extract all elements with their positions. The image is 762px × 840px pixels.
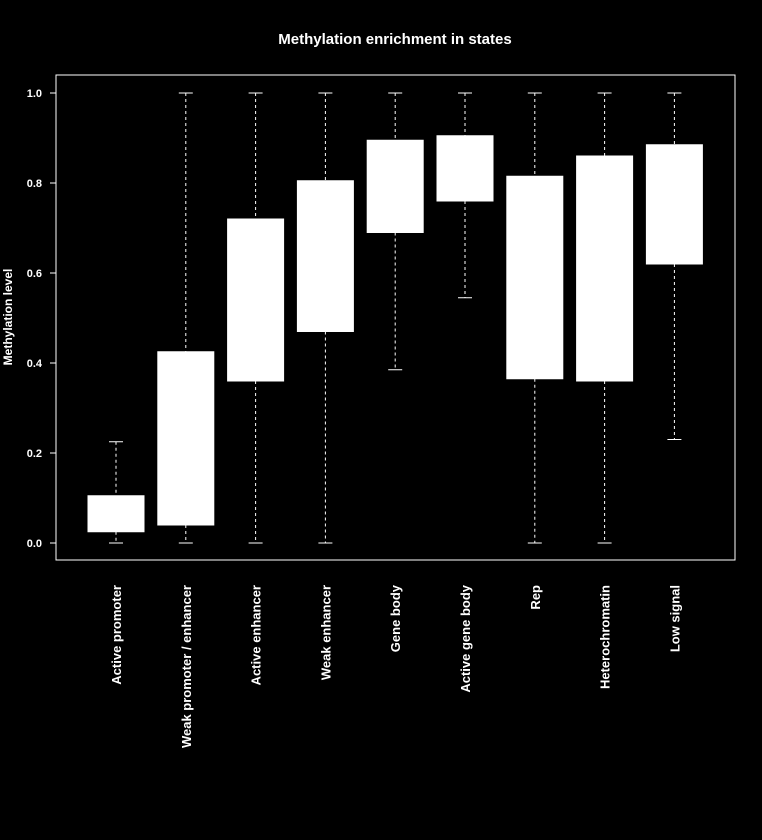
x-category-label-5: Active gene body <box>458 584 473 692</box>
y-tick-label-3: 0.6 <box>27 268 42 280</box>
x-category-label-4: Gene body <box>388 584 403 652</box>
y-axis: 0.0 0.2 0.4 0.6 0.8 1.0 <box>27 88 56 550</box>
plot-frame <box>55 74 736 561</box>
y-tick-label-4: 0.8 <box>27 178 42 190</box>
x-category-label-7: Heterochromatin <box>598 585 613 689</box>
x-category-label-2: Active enhancer <box>249 585 264 685</box>
y-tick-label-5: 1.0 <box>27 88 42 100</box>
x-category-label-6: Rep <box>528 585 543 610</box>
box-6 <box>506 175 564 380</box>
y-tick-label-1: 0.2 <box>27 448 42 460</box>
y-axis-label: Methylation level <box>1 269 15 366</box>
box-8 <box>645 144 703 265</box>
box-4 <box>366 139 424 233</box>
box-1 <box>157 351 215 526</box>
box-7 <box>576 155 634 382</box>
x-category-label-1: Weak promoter / enhancer <box>179 585 194 748</box>
y-tick-label-0: 0.0 <box>27 538 42 550</box>
box-5 <box>436 135 494 202</box>
x-category-label-8: Low signal <box>667 585 682 652</box>
x-category-label-0: Active promoter <box>109 585 124 685</box>
box-3 <box>296 180 354 332</box>
box-0 <box>87 495 145 533</box>
box-2 <box>227 218 285 382</box>
y-tick-label-2: 0.4 <box>27 358 43 370</box>
x-axis-labels: Active promoter Weak promoter / enhancer A… <box>109 584 682 748</box>
boxes-group <box>87 92 703 544</box>
x-category-label-3: Weak enhancer <box>318 585 333 680</box>
chart-title: Methylation enrichment in states <box>278 31 511 48</box>
